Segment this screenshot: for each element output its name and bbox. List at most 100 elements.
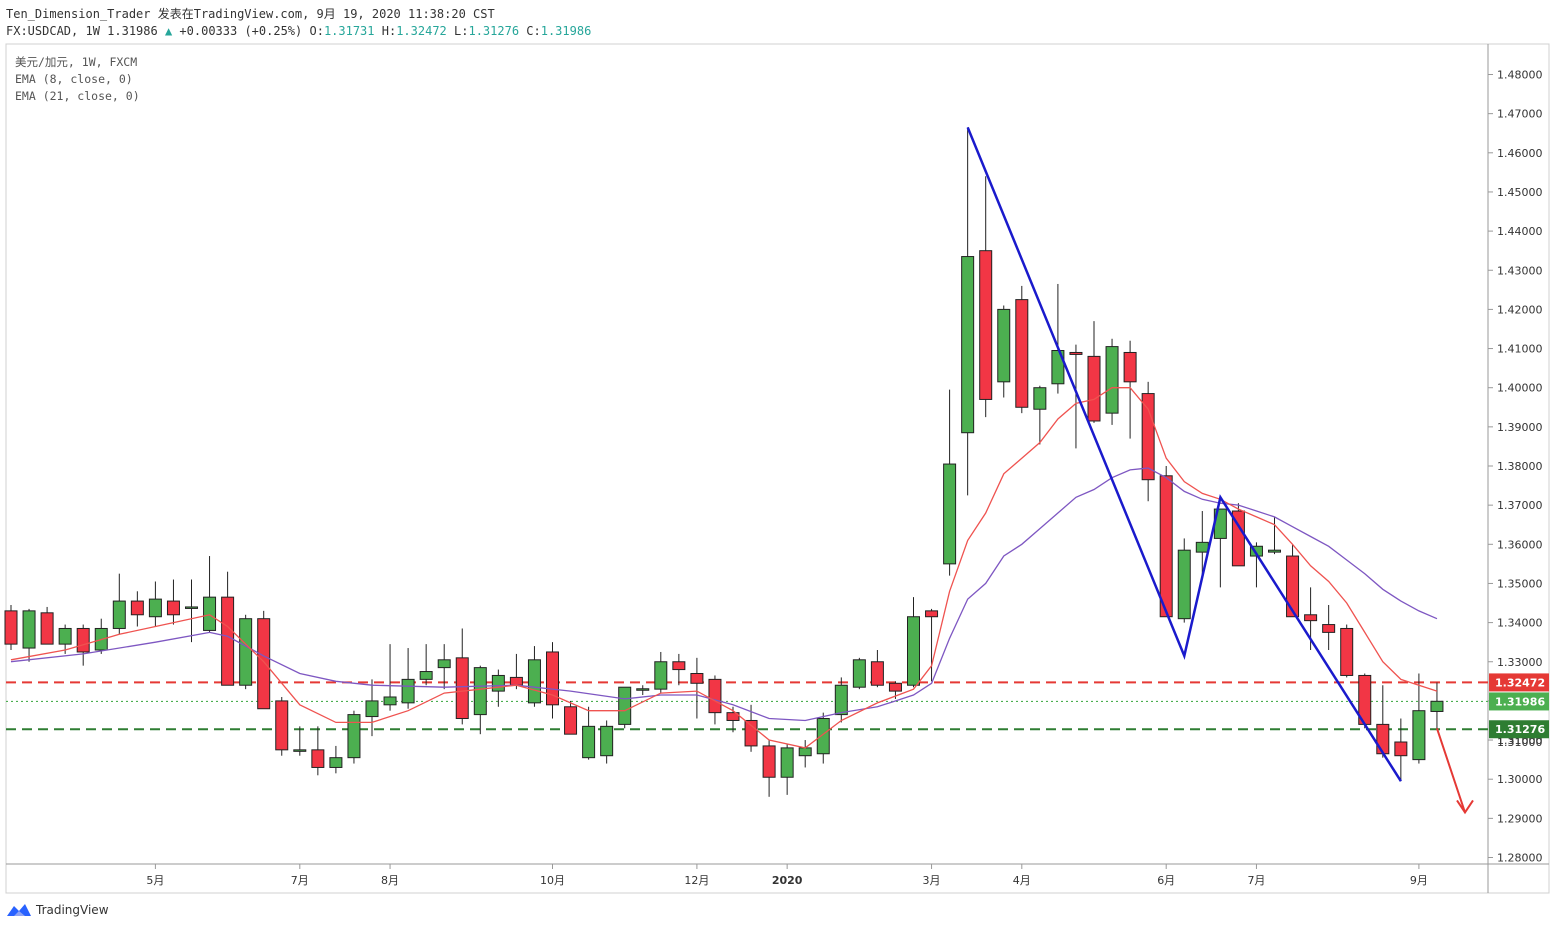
candle-up	[997, 308, 1011, 383]
candle-down	[744, 719, 758, 747]
candle-up	[654, 661, 668, 690]
low-value: 1.31276	[468, 24, 520, 38]
candle-up	[58, 627, 72, 645]
candle-down	[1069, 351, 1083, 355]
candle-down	[1159, 475, 1173, 618]
y-tick-label: 1.46000	[1497, 147, 1543, 160]
candle-up	[1177, 549, 1191, 620]
chart-frame	[5, 43, 1550, 894]
y-tick-label: 1.41000	[1497, 343, 1543, 356]
candle-down	[76, 627, 90, 653]
candle-down	[1322, 624, 1336, 633]
candles	[4, 127, 1444, 797]
x-tick-label: 12月	[684, 874, 709, 887]
candle-up	[473, 667, 487, 716]
candle-up	[1430, 700, 1444, 712]
open-label: O:	[309, 24, 324, 38]
candle-up	[239, 618, 253, 686]
pattern-trend-line	[966, 126, 1402, 782]
candle-up	[961, 256, 975, 434]
candle-down	[708, 678, 722, 714]
candle-up	[293, 749, 307, 752]
resistance-price-tag: 1.32472	[1495, 676, 1545, 689]
legend-ema8: EMA (8, close, 0)	[15, 72, 133, 86]
candle-up	[1268, 549, 1281, 553]
candle-down	[166, 600, 180, 616]
candle-up	[148, 598, 162, 618]
candle-up	[329, 757, 343, 768]
candle-down	[979, 250, 993, 400]
candle-down	[690, 672, 704, 684]
last-price-tag: 1.31986	[1495, 695, 1545, 708]
y-tick-label: 1.30000	[1497, 773, 1543, 786]
y-tick-label: 1.36000	[1497, 538, 1543, 551]
y-tick-label: 1.35000	[1497, 577, 1543, 590]
ema8-line	[10, 387, 1438, 749]
candle-up	[582, 725, 596, 759]
x-tick-label: 9月	[1410, 874, 1428, 887]
candle-up	[383, 696, 397, 706]
x-tick-label: 7月	[291, 874, 309, 887]
candle-down	[925, 610, 939, 618]
candle-up	[419, 671, 433, 680]
candle-down	[762, 745, 776, 778]
candle-down	[870, 661, 884, 686]
candle-up	[203, 596, 217, 631]
change-arrow-icon: ▲	[164, 24, 173, 38]
candle-up	[636, 688, 650, 691]
candle-down	[221, 596, 235, 686]
resistance-price-tag-bg	[1489, 673, 1549, 692]
candle-up	[600, 725, 614, 757]
high-label: H:	[381, 24, 397, 38]
ema-lines	[10, 387, 1438, 749]
drawings	[966, 126, 1474, 815]
candle-up	[527, 659, 541, 704]
brand-text: TradingView	[36, 903, 109, 917]
x-tick-label: 8月	[381, 874, 399, 887]
candle-down	[1087, 355, 1101, 422]
tradingview-brand[interactable]: TradingView	[6, 903, 109, 917]
candle-down	[130, 600, 144, 616]
y-tick-label: 1.40000	[1497, 382, 1543, 395]
y-tick-label: 1.33000	[1497, 656, 1543, 669]
candle-up	[798, 747, 812, 757]
support-price-tag: 1.31276	[1495, 723, 1545, 736]
candle-down	[40, 612, 54, 645]
x-tick-label: 4月	[1013, 874, 1031, 887]
candle-down	[564, 706, 578, 735]
low-label: L:	[454, 24, 469, 38]
candle-down	[311, 749, 325, 768]
candle-up	[1412, 710, 1426, 761]
candle-up	[816, 718, 830, 755]
candle-up	[780, 747, 794, 778]
price-tags: 1.31000 1.32472 1.31986 1.31276	[1489, 673, 1549, 749]
y-tick-label: 1.44000	[1497, 225, 1543, 238]
candle-up	[437, 659, 451, 669]
publisher-line: Ten_Dimension_Trader 发表在TradingView.com,…	[6, 7, 495, 21]
high-value: 1.32472	[396, 24, 447, 38]
candle-down	[1286, 555, 1300, 618]
candle-up	[1033, 387, 1047, 410]
candle-down	[275, 700, 289, 751]
candle-up	[834, 684, 848, 716]
candle-up	[1105, 346, 1119, 414]
candle-down	[1394, 741, 1408, 757]
open-value: 1.31731	[323, 24, 375, 38]
y-tick-label: 1.45000	[1497, 186, 1543, 199]
candle-down	[1123, 351, 1137, 383]
candle-down	[455, 657, 469, 720]
change-text: +0.00333 (+0.25%)	[179, 24, 303, 38]
candle-up	[943, 463, 957, 565]
x-tick-label: 6月	[1157, 874, 1175, 887]
candle-up	[185, 606, 198, 609]
candle-up	[907, 616, 920, 686]
x-tick-label: 5月	[146, 874, 164, 887]
tradingview-logo-icon	[7, 904, 31, 916]
candle-down	[509, 676, 523, 686]
candle-down	[1141, 393, 1155, 481]
legend-series: 美元/加元, 1W, FXCM	[15, 55, 138, 69]
candle-down	[1376, 723, 1390, 755]
candle-up	[1195, 541, 1209, 553]
forecast-arrow-shaft	[1436, 727, 1466, 813]
